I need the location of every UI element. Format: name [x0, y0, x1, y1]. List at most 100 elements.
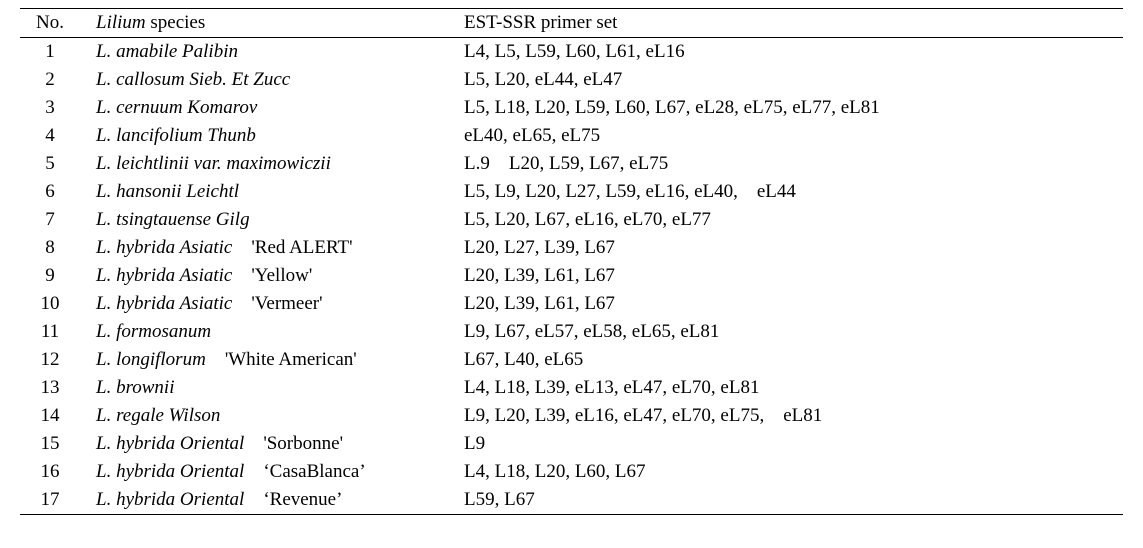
- cell-no: 2: [20, 66, 80, 94]
- table-row: 9L. hybrida Asiatic 'Yellow'L20, L39, L6…: [20, 262, 1123, 290]
- species-italic: L. callosum Sieb. Et Zucc: [96, 69, 290, 90]
- species-italic: L. hybrida Oriental: [96, 433, 244, 454]
- species-cultivar: 'White American': [206, 349, 357, 370]
- cell-primer: eL40, eL65, eL75: [460, 122, 1123, 150]
- table-row: 10L. hybrida Asiatic 'Vermeer'L20, L39, …: [20, 290, 1123, 318]
- cell-primer: L5, L20, eL44, eL47: [460, 66, 1123, 94]
- header-primer: EST-SSR primer set: [460, 9, 1123, 38]
- table-row: 15L. hybrida Oriental 'Sorbonne'L9: [20, 430, 1123, 458]
- header-species: Lilium species: [80, 9, 460, 38]
- table-row: 7 L. tsingtauense Gilg L5, L20, L67, eL16,…: [20, 206, 1123, 234]
- cell-no: 1: [20, 38, 80, 67]
- table-row: 5 L. leichtlinii var. maximowiczii L.9 L20…: [20, 150, 1123, 178]
- table-row: 12L. longiflorum 'White American'L67, L4…: [20, 346, 1123, 374]
- cell-no: 4: [20, 122, 80, 150]
- cell-species: L. hybrida Asiatic 'Yellow': [80, 262, 460, 290]
- header-no: No.: [20, 9, 80, 38]
- species-cultivar: ‘CasaBlanca’: [244, 461, 365, 482]
- cell-no: 3: [20, 94, 80, 122]
- cell-species: L. tsingtauense Gilg: [80, 206, 460, 234]
- table-row: 1 L. amabile Palibin L4, L5, L59, L60, L61…: [20, 38, 1123, 67]
- table-row: 17L. hybrida Oriental ‘Revenue’L59, L67: [20, 486, 1123, 515]
- species-cultivar: 'Red ALERT': [232, 237, 352, 258]
- cell-species: L. regale Wilson: [80, 402, 460, 430]
- species-italic: L. hybrida Asiatic: [96, 265, 232, 286]
- species-cultivar: ‘Revenue’: [244, 489, 342, 510]
- lilium-primer-table: No. Lilium species EST-SSR primer set 1L…: [20, 8, 1123, 515]
- table-row: 16L. hybrida Oriental ‘CasaBlanca’L4, L1…: [20, 458, 1123, 486]
- cell-species: L. hansonii Leichtl: [80, 178, 460, 206]
- table-row: 11 L. formosanum L9, L67, eL57, eL58, eL65…: [20, 318, 1123, 346]
- cell-primer: L9, L67, eL57, eL58, eL65, eL81: [460, 318, 1123, 346]
- species-italic: L. hybrida Asiatic: [96, 237, 232, 258]
- species-cultivar: 'Sorbonne': [244, 433, 343, 454]
- species-italic: L. brownii: [96, 377, 175, 398]
- cell-species: L. brownii: [80, 374, 460, 402]
- cell-primer: L5, L18, L20, L59, L60, L67, eL28, eL75,…: [460, 94, 1123, 122]
- cell-no: 5: [20, 150, 80, 178]
- table-row: 13 L. brownii L4, L18, L39, eL13, eL47, eL…: [20, 374, 1123, 402]
- species-italic: L. tsingtauense Gilg: [96, 209, 250, 230]
- cell-no: 13: [20, 374, 80, 402]
- header-species-rest: species: [146, 12, 206, 33]
- cell-primer: L5, L20, L67, eL16, eL70, eL77: [460, 206, 1123, 234]
- cell-species: L. amabile Palibin: [80, 38, 460, 67]
- table-row: 6 L. hansonii Leichtl L5, L9, L20, L27, L5…: [20, 178, 1123, 206]
- cell-no: 12: [20, 346, 80, 374]
- cell-primer: L67, L40, eL65: [460, 346, 1123, 374]
- cell-species: L. formosanum: [80, 318, 460, 346]
- species-italic: L. lancifolium Thunb: [96, 125, 256, 146]
- cell-no: 7: [20, 206, 80, 234]
- species-italic: L. hybrida Oriental: [96, 489, 244, 510]
- header-species-italic: Lilium: [96, 12, 146, 33]
- table-row: 2 L. callosum Sieb. Et Zucc L5, L20, eL44,…: [20, 66, 1123, 94]
- cell-no: 16: [20, 458, 80, 486]
- species-italic: L. amabile Palibin: [96, 41, 238, 62]
- table-row: 14 L. regale Wilson L9, L20, L39, eL16, eL…: [20, 402, 1123, 430]
- cell-no: 10: [20, 290, 80, 318]
- species-italic: L. longiflorum: [96, 349, 206, 370]
- cell-species: L. hybrida Oriental 'Sorbonne': [80, 430, 460, 458]
- table-row: 4 L. lancifolium Thunb eL40, eL65, eL75: [20, 122, 1123, 150]
- cell-no: 11: [20, 318, 80, 346]
- cell-no: 9: [20, 262, 80, 290]
- cell-species: L. longiflorum 'White American': [80, 346, 460, 374]
- cell-no: 17: [20, 486, 80, 515]
- table-row: 8L. hybrida Asiatic 'Red ALERT'L20, L27,…: [20, 234, 1123, 262]
- species-italic: L. hansonii Leichtl: [96, 181, 239, 202]
- species-italic: L. cernuum Komarov: [96, 97, 257, 118]
- cell-species: L. hybrida Oriental ‘CasaBlanca’: [80, 458, 460, 486]
- cell-no: 8: [20, 234, 80, 262]
- cell-primer: L59, L67: [460, 486, 1123, 515]
- cell-primer: L20, L27, L39, L67: [460, 234, 1123, 262]
- cell-primer: L9: [460, 430, 1123, 458]
- cell-no: 6: [20, 178, 80, 206]
- cell-primer: L9, L20, L39, eL16, eL47, eL70, eL75, eL…: [460, 402, 1123, 430]
- cell-species: L. hybrida Oriental ‘Revenue’: [80, 486, 460, 515]
- table-header-row: No. Lilium species EST-SSR primer set: [20, 9, 1123, 38]
- cell-primer: L4, L18, L39, eL13, eL47, eL70, eL81: [460, 374, 1123, 402]
- cell-no: 14: [20, 402, 80, 430]
- cell-primer: L4, L18, L20, L60, L67: [460, 458, 1123, 486]
- species-italic: L. leichtlinii var. maximowiczii: [96, 153, 331, 174]
- cell-species: L. cernuum Komarov: [80, 94, 460, 122]
- cell-primer: L5, L9, L20, L27, L59, eL16, eL40, eL44: [460, 178, 1123, 206]
- cell-primer: L20, L39, L61, L67: [460, 290, 1123, 318]
- table-row: 3 L. cernuum Komarov L5, L18, L20, L59, L6…: [20, 94, 1123, 122]
- species-italic: L. hybrida Asiatic: [96, 293, 232, 314]
- cell-primer: L.9 L20, L59, L67, eL75: [460, 150, 1123, 178]
- species-cultivar: 'Vermeer': [232, 293, 322, 314]
- cell-species: L. hybrida Asiatic 'Red ALERT': [80, 234, 460, 262]
- cell-primer: L4, L5, L59, L60, L61, eL16: [460, 38, 1123, 67]
- species-italic: L. regale Wilson: [96, 405, 220, 426]
- cell-primer: L20, L39, L61, L67: [460, 262, 1123, 290]
- species-cultivar: 'Yellow': [232, 265, 312, 286]
- cell-species: L. leichtlinii var. maximowiczii: [80, 150, 460, 178]
- cell-no: 15: [20, 430, 80, 458]
- cell-species: L. hybrida Asiatic 'Vermeer': [80, 290, 460, 318]
- table-body: 1 L. amabile Palibin L4, L5, L59, L60, L61…: [20, 38, 1123, 515]
- cell-species: L. lancifolium Thunb: [80, 122, 460, 150]
- cell-species: L. callosum Sieb. Et Zucc: [80, 66, 460, 94]
- species-italic: L. formosanum: [96, 321, 211, 342]
- species-italic: L. hybrida Oriental: [96, 461, 244, 482]
